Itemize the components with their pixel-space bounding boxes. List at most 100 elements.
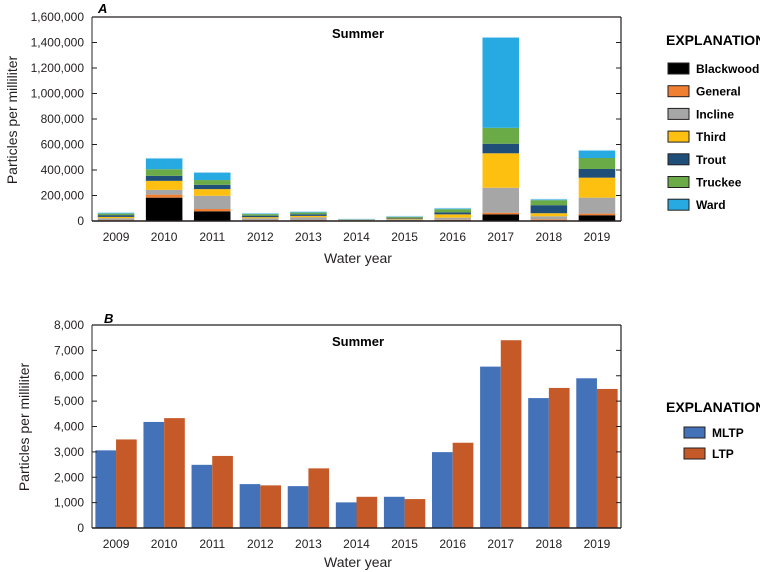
panel-a-bar-truckee-2011 [193,180,231,185]
panel-a-bar-third-2017 [482,153,520,188]
panel-a-bar-third-2019 [578,177,616,198]
panel-b-bar-ltp-2012 [260,485,281,528]
panel-a-legend-label-ward: Ward [696,198,726,212]
panel-a-bar-incline-2009 [97,218,135,220]
panel-b-xtick-label: 2010 [151,537,178,551]
panel-a-ytick-label: 600,000 [41,138,85,152]
panel-b-bar-ltp-2009 [116,439,137,528]
panel-a-xtick-label: 2010 [151,230,178,244]
panel-b-bar-mltp-2019 [576,378,597,528]
panel-a-ytick-label: 0 [77,214,84,228]
panel-b-xtick-label: 2016 [439,537,466,551]
panel-b-xtick-label: 2015 [391,537,418,551]
panel-a-legend-title: EXPLANATION [666,32,760,48]
panel-a-bar-trout-2012 [242,215,279,218]
panel-a-bar-ward-2016 [434,208,471,210]
panel-a-bar-incline-2019 [578,197,616,214]
panel-a-bar-truckee-2016 [434,209,471,213]
panel-a-bar-ward-2017 [482,37,520,128]
panel-a-bar-general-2011 [193,209,231,212]
panel-a-legend-label-truckee: Truckee [696,176,742,190]
panel-a-xtick-label: 2017 [487,230,514,244]
panel-b-bar-ltp-2019 [596,388,618,528]
panel-a-xtick-label: 2009 [103,230,130,244]
panel-a-bar-truckee-2013 [290,212,327,215]
panel-a-bar-third-2018 [530,213,568,217]
panel-b-xtick-label: 2017 [487,537,514,551]
panel-a-bar-trout-2017 [482,143,520,154]
panel-a-ytick-label: 400,000 [41,163,85,177]
panel-b-legend-swatch-mltp [683,426,706,439]
panel-a-bar-top-edge-2018 [530,198,568,200]
panel-a-xtick-label: 2013 [295,230,322,244]
panel-b-bar-ltp-2014 [356,496,378,528]
panel-b-xtick-label: 2014 [343,537,370,551]
panel-a-legend-label-incline: Incline [696,107,734,121]
panel-a-bar-top-edge-2015 [386,215,423,217]
panel-a-bar-top-edge-2012 [242,212,279,214]
panel-a-bar-third-2015 [386,218,423,220]
panel-a-xtick-label: 2011 [199,230,225,244]
panel-a-label: A [97,1,107,16]
panel-a-xtick-label: 2012 [247,230,274,244]
panel-a-ytick-label: 1,400,000 [31,36,85,50]
panel-b-bar-mltp-2017 [480,366,501,528]
panel-b-legend-swatch-ltp [683,447,706,460]
panel-a-xtick-label: 2016 [439,230,466,244]
panel-a-title: Summer [332,26,384,41]
panel-a-bar-truckee-2017 [482,127,520,144]
panel-b-bar-ltp-2013 [308,468,330,528]
panel-a-bar-top-edge-2010 [145,157,183,159]
panel-a-legend-swatch-ward [667,198,690,211]
panel-a-bar-third-2009 [97,216,135,219]
panel-b-ytick-label: 3,000 [54,445,84,459]
panel-a-bar-third-2010 [145,180,183,190]
panel-a-ytick-label: 1,000,000 [31,87,85,101]
panel-a-bar-blackwood-2019 [578,215,616,221]
panel-a-bar-incline-2015 [386,219,423,221]
panel-a-bar-trout-2010 [145,175,183,181]
panel-a-bar-truckee-2010 [145,169,183,176]
panel-a-legend-label-general: General [696,85,741,99]
panel-a-bar-third-2011 [193,189,231,196]
panel-b-bar-mltp-2015 [383,496,405,528]
panel-b-bar-ltp-2016 [452,442,474,528]
panel-b-xtick-label: 2012 [247,537,274,551]
panel-a-bar-top-edge-2017 [482,36,520,38]
panel-a-bar-truckee-2009 [97,213,135,216]
panel-a-bar-blackwood-2017 [482,214,520,221]
panel-a-bar-ward-2018 [530,199,568,201]
panel-a-bar-ward-2011 [193,172,231,181]
panel-b-label: B [104,311,113,326]
panel-a-bar-incline-2010 [145,189,183,195]
panel-b-ytick-label: 1,000 [54,496,84,510]
panel-a-bar-incline-2012 [242,218,279,221]
panel-a-xlabel: Water year [324,250,392,266]
panel-a-bar-general-2018 [530,219,568,221]
panel-a-ylabel: Particles per milliliter [4,55,20,184]
panel-a-bar-top-edge-2013 [290,211,327,213]
panel-a-ytick-label: 800,000 [41,112,85,126]
panel-b-bar-mltp-2018 [528,398,549,528]
panel-a-xtick-label: 2014 [343,230,370,244]
panel-a-bar-general-2017 [482,212,520,215]
panel-b-ytick-label: 6,000 [54,369,84,383]
panel-b-ytick-label: 8,000 [54,318,84,332]
panel-a-ytick-label: 1,600,000 [31,10,85,24]
panel-b-legend-label-ltp: LTP [712,447,734,461]
panel-a-bar-incline-2016 [434,217,471,220]
panel-a-bar-trout-2016 [434,212,471,215]
panel-a-legend-swatch-incline [667,107,690,120]
panel-b-xtick-label: 2019 [584,537,611,551]
panel-b-bar-mltp-2011 [191,464,213,528]
panel-a-bar-top-edge-2009 [97,212,135,214]
panel-a-bar-trout-2011 [193,184,231,190]
panel-b-bar-ltp-2011 [212,455,233,528]
panel-a-legend-label-third: Third [696,130,726,144]
panel-a-bar-third-2012 [242,217,279,219]
panel-b-bar-mltp-2013 [287,486,309,528]
panel-a-ytick-label: 1,200,000 [31,61,85,75]
panel-a-bar-top-edge-2016 [434,207,471,209]
panel-b-xlabel: Water year [324,554,392,570]
